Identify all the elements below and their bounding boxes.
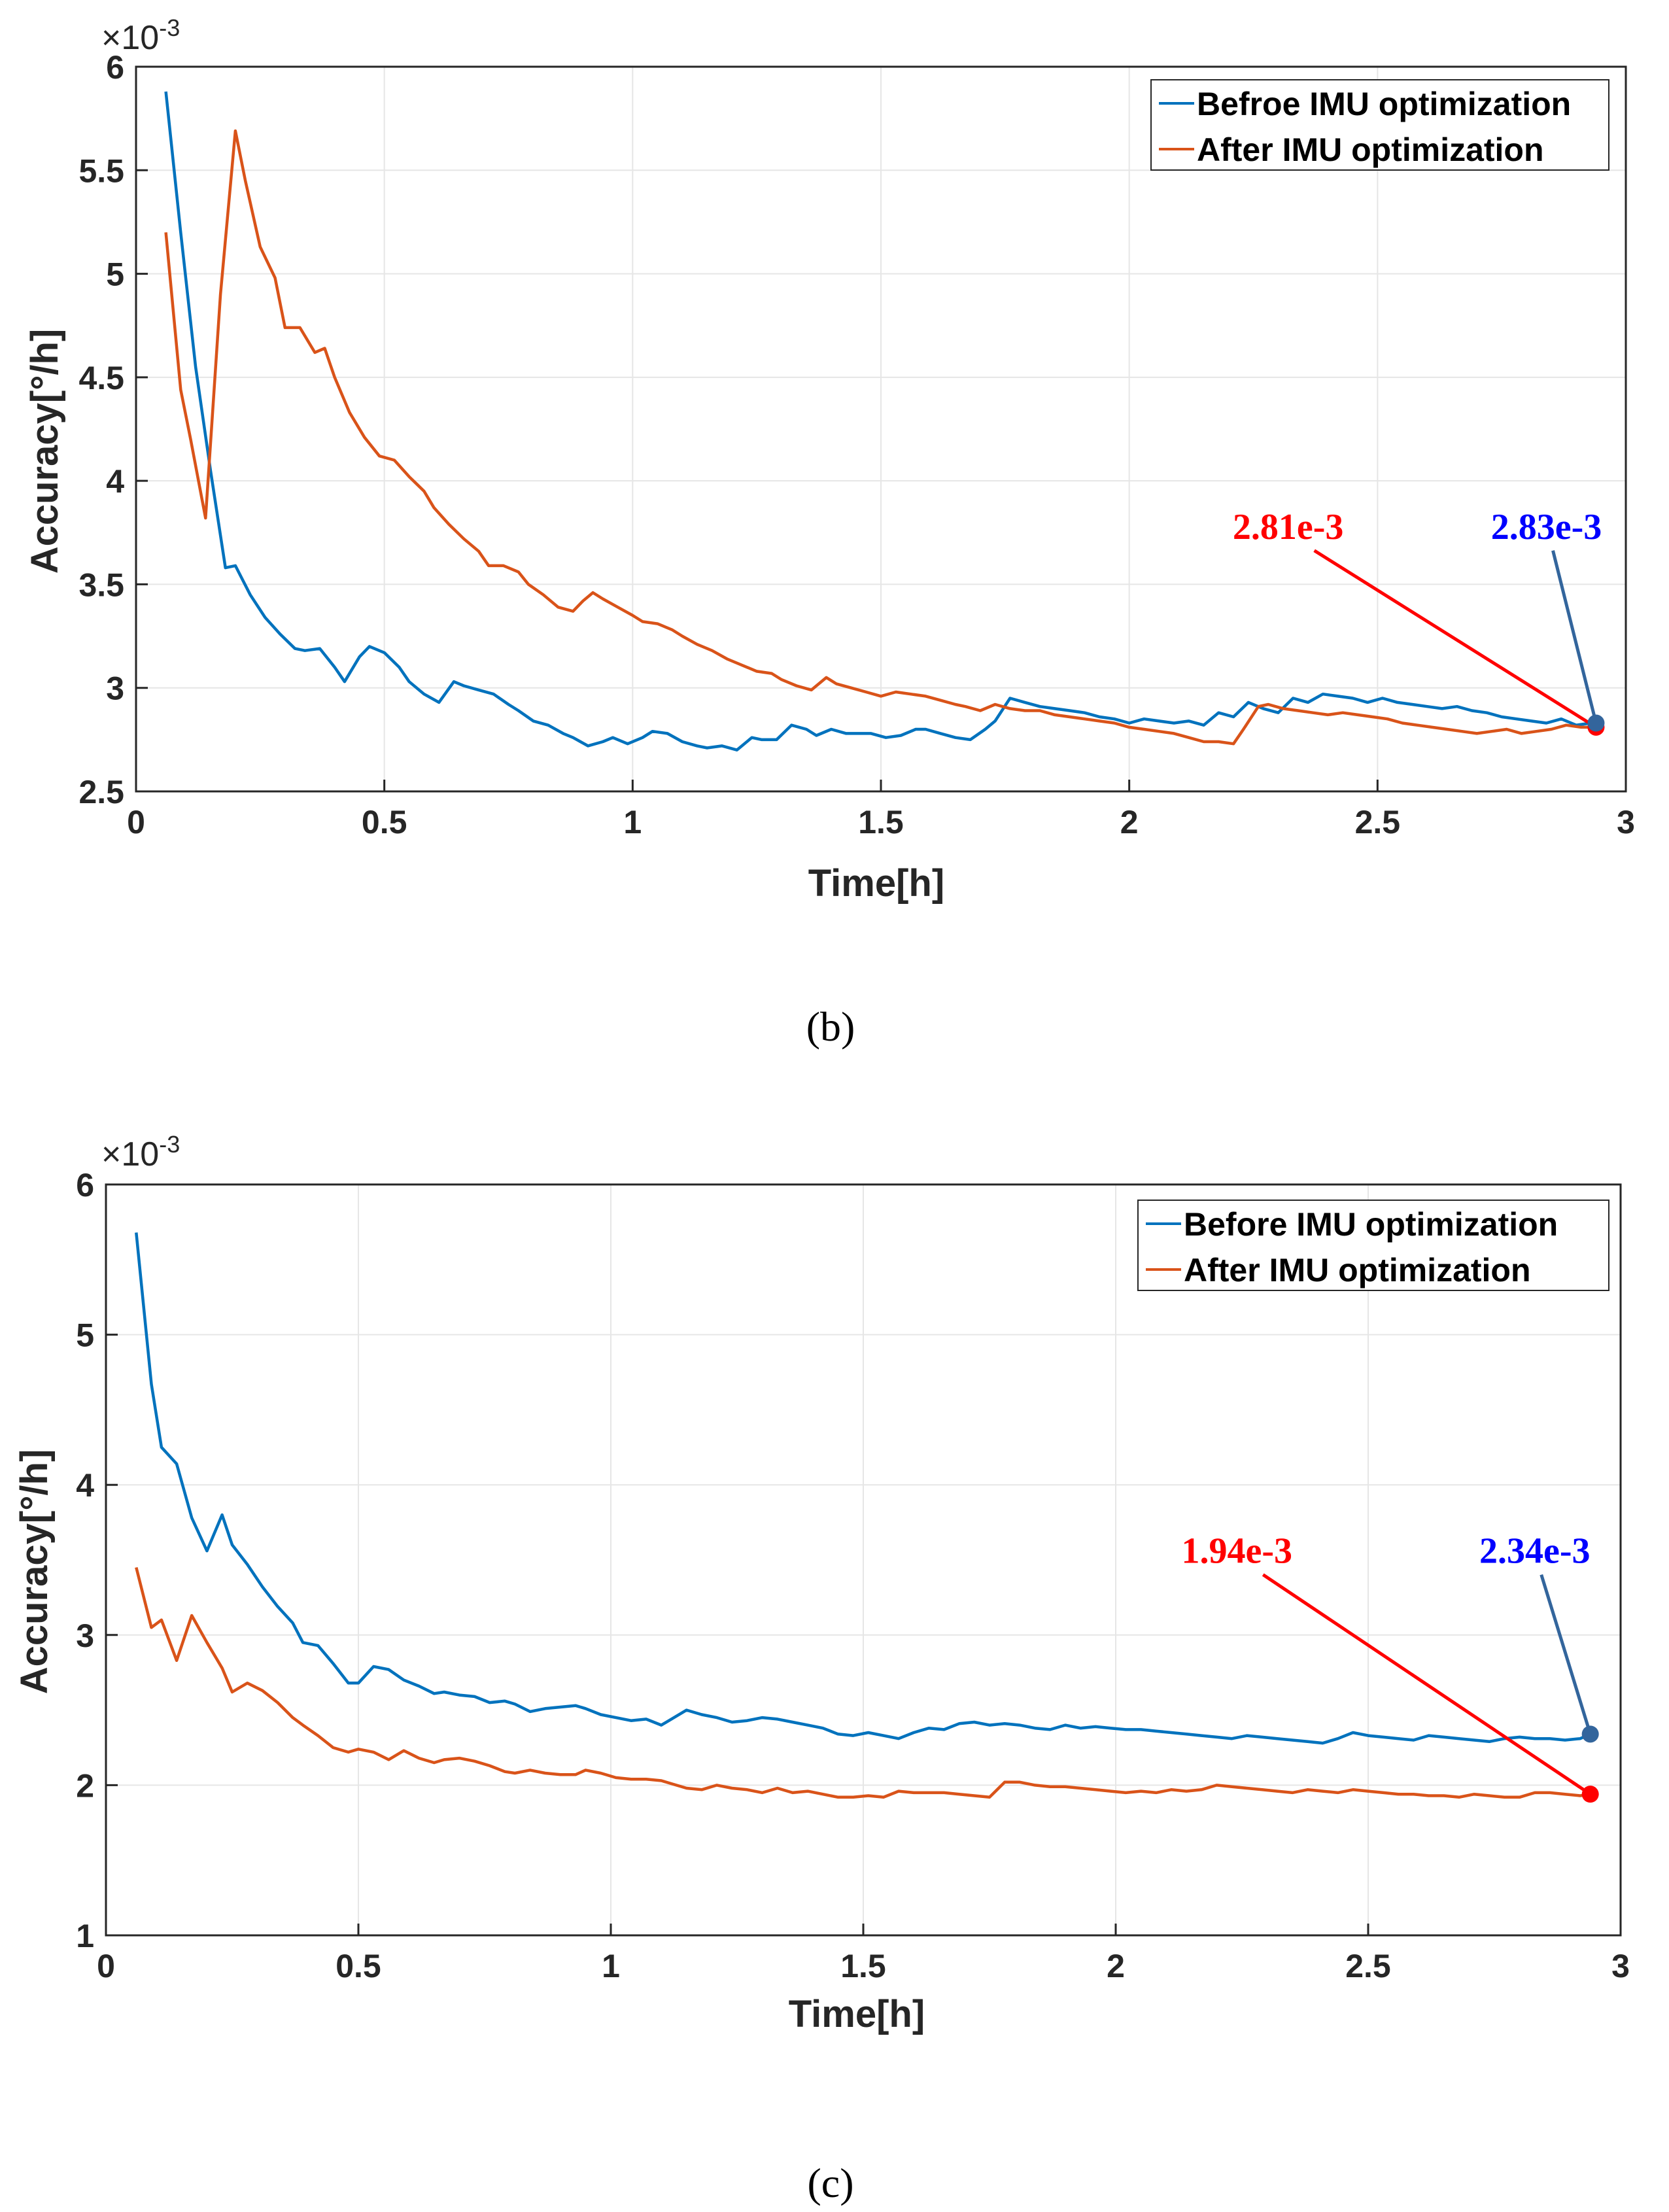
figure-caption: (b) <box>806 1003 855 1050</box>
y-multiplier-exponent: -3 <box>159 1131 180 1158</box>
annotation-point <box>1581 1725 1599 1743</box>
y-tick-label: 6 <box>106 49 124 86</box>
y-tick-label: 4.5 <box>78 360 124 396</box>
legend-label-after: After IMU optimization <box>1184 1252 1531 1288</box>
gridlines <box>105 1184 1621 1936</box>
x-tick-label: 1 <box>602 1948 620 1984</box>
y-axis-label: Accuracy[°/h] <box>24 329 66 574</box>
y-tick-label: 5 <box>76 1317 94 1354</box>
legend: Before IMU optimization After IMU optimi… <box>1137 1200 1609 1291</box>
y-tick-label: 1 <box>76 1918 94 1954</box>
series-line-after <box>164 129 1596 746</box>
annotation-arrow <box>1262 1573 1592 1796</box>
y-axis-label: Accuracy[°/h] <box>13 1449 56 1695</box>
y-tick-label: 3.5 <box>78 566 124 603</box>
chart-panel-b: 0 0.5 1 1.5 2 2.5 3 2.5 3 3.5 4 4.5 5 5.5 6 ×10-3 Tim… <box>24 14 1635 1050</box>
x-tick-label: 2.5 <box>1345 1948 1391 1984</box>
y-tick-label: 5 <box>106 256 124 293</box>
y-tick-label: 4 <box>106 463 124 500</box>
legend-box <box>1150 79 1609 171</box>
x-ticks: 0 0.5 1 1.5 2 2.5 3 <box>127 780 1635 840</box>
y-tick-label: 6 <box>76 1167 94 1203</box>
annotations: 2.81e-3 2.83e-3 <box>1233 507 1605 736</box>
x-tick-label: 2 <box>1107 1948 1125 1984</box>
x-tick-label: 1 <box>623 804 642 840</box>
y-multiplier-exponent: -3 <box>159 14 180 41</box>
x-tick-label: 2.5 <box>1355 804 1401 840</box>
legend-label-after: After IMU optimization <box>1197 131 1544 168</box>
x-tick-label: 2 <box>1120 804 1139 840</box>
x-axis-label: Time[h] <box>808 862 944 905</box>
legend: Befroe IMU optimization After IMU optimi… <box>1150 79 1609 171</box>
series-line-after <box>135 1566 1591 1799</box>
y-tick-label: 3 <box>106 670 124 707</box>
y-multiplier: ×10-3 <box>101 14 180 57</box>
figure-caption: (c) <box>807 2160 853 2206</box>
y-tick-label: 2.5 <box>78 774 124 810</box>
y-tick-label: 2 <box>76 1767 94 1804</box>
annotation-arrow <box>1540 1574 1592 1735</box>
x-tick-label: 3 <box>1617 804 1635 840</box>
legend-label-before: Befroe IMU optimization <box>1197 86 1571 122</box>
series-line-before <box>164 91 1596 752</box>
x-tick-label: 0.5 <box>336 1948 381 1984</box>
x-ticks: 0 0.5 1 1.5 2 2.5 3 <box>97 1924 1630 1984</box>
y-tick-label: 4 <box>76 1467 94 1504</box>
y-tick-label: 3 <box>76 1617 94 1654</box>
y-ticks: 2.5 3 3.5 4 4.5 5 5.5 6 <box>78 49 148 810</box>
x-tick-label: 1.5 <box>858 804 904 840</box>
y-multiplier-base: ×10 <box>101 1135 159 1173</box>
series-layer <box>135 1232 1591 1799</box>
legend-label-before: Before IMU optimization <box>1184 1206 1558 1243</box>
annotation-arrow <box>1313 549 1597 729</box>
y-multiplier-base: ×10 <box>101 19 159 57</box>
annotation-label: 2.81e-3 <box>1233 507 1344 547</box>
x-tick-label: 0.5 <box>362 804 407 840</box>
chart-panel-c: 0 0.5 1 1.5 2 2.5 3 1 2 3 4 5 6 ×10-3 Time[h] Accur… <box>13 1131 1630 2206</box>
series-line-before <box>135 1232 1591 1745</box>
x-tick-label: 0 <box>127 804 145 840</box>
y-tick-label: 5.5 <box>78 152 124 189</box>
x-tick-label: 3 <box>1611 1948 1630 1984</box>
x-tick-label: 0 <box>97 1948 115 1984</box>
x-tick-label: 1.5 <box>840 1948 886 1984</box>
legend-box <box>1137 1200 1609 1291</box>
x-axis-label: Time[h] <box>789 1993 925 2035</box>
annotation-point <box>1581 1786 1599 1803</box>
series-layer <box>164 91 1596 752</box>
annotation-label: 1.94e-3 <box>1182 1531 1293 1572</box>
annotation-arrow <box>1551 550 1598 724</box>
annotations: 1.94e-3 2.34e-3 <box>1182 1531 1599 1803</box>
annotation-label: 2.34e-3 <box>1479 1531 1591 1572</box>
y-multiplier: ×10-3 <box>101 1131 180 1173</box>
y-ticks: 1 2 3 4 5 6 <box>76 1167 118 1954</box>
annotation-label: 2.83e-3 <box>1491 507 1602 547</box>
annotation-point <box>1587 714 1605 732</box>
